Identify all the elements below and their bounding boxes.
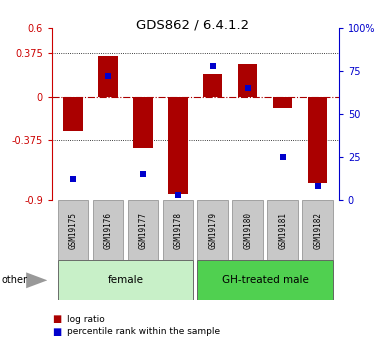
Bar — [273, 97, 293, 108]
Bar — [98, 56, 117, 97]
Text: ■: ■ — [52, 314, 61, 324]
Bar — [198, 200, 228, 260]
Bar — [198, 260, 333, 300]
Text: GSM19179: GSM19179 — [208, 212, 218, 249]
Bar — [133, 97, 152, 148]
Text: percentile rank within the sample: percentile rank within the sample — [67, 327, 221, 336]
Text: GSM19182: GSM19182 — [313, 212, 322, 249]
Bar — [203, 73, 223, 97]
Text: GSM19177: GSM19177 — [139, 212, 147, 249]
Bar — [92, 200, 123, 260]
Bar — [233, 200, 263, 260]
Text: other: other — [2, 275, 28, 285]
Bar — [238, 65, 258, 97]
Bar — [58, 200, 88, 260]
Bar — [64, 97, 82, 131]
Polygon shape — [26, 273, 47, 288]
Text: GSM19178: GSM19178 — [173, 212, 182, 249]
Text: GSM19180: GSM19180 — [243, 212, 252, 249]
Text: ■: ■ — [52, 327, 61, 337]
Text: GSM19181: GSM19181 — [278, 212, 287, 249]
Bar — [127, 200, 158, 260]
Text: GSM19175: GSM19175 — [69, 212, 77, 249]
Bar — [162, 200, 193, 260]
Text: GH-treated male: GH-treated male — [222, 275, 309, 285]
Text: GSM19176: GSM19176 — [104, 212, 112, 249]
Bar — [58, 260, 193, 300]
Bar — [308, 97, 327, 183]
Text: female: female — [107, 275, 144, 285]
Text: GDS862 / 6.4.1.2: GDS862 / 6.4.1.2 — [136, 19, 249, 32]
Bar — [168, 97, 187, 194]
Text: log ratio: log ratio — [67, 315, 105, 324]
Bar — [303, 200, 333, 260]
Bar — [268, 200, 298, 260]
